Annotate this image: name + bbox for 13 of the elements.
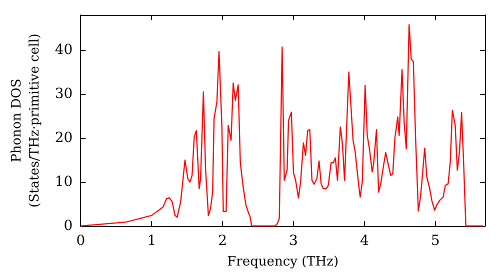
y-tick-label: 40	[54, 42, 73, 58]
y-axis-title: Phonon DOS (States/THz·primitive cell)	[10, 33, 42, 208]
x-tick-label: 4	[360, 233, 369, 249]
x-tick-label: 1	[147, 233, 156, 249]
x-tick-label: 3	[289, 233, 298, 249]
y-tick-label: 30	[54, 86, 73, 102]
y-tick-label: 20	[54, 130, 73, 146]
x-tick-label: 2	[218, 233, 228, 249]
x-tick-label: 0	[76, 233, 86, 249]
y-tick-label: 10	[54, 174, 73, 190]
x-axis-title: Frequency (THz)	[227, 254, 339, 270]
y-tick-label: 0	[64, 218, 73, 234]
x-tick-label: 5	[430, 233, 440, 249]
